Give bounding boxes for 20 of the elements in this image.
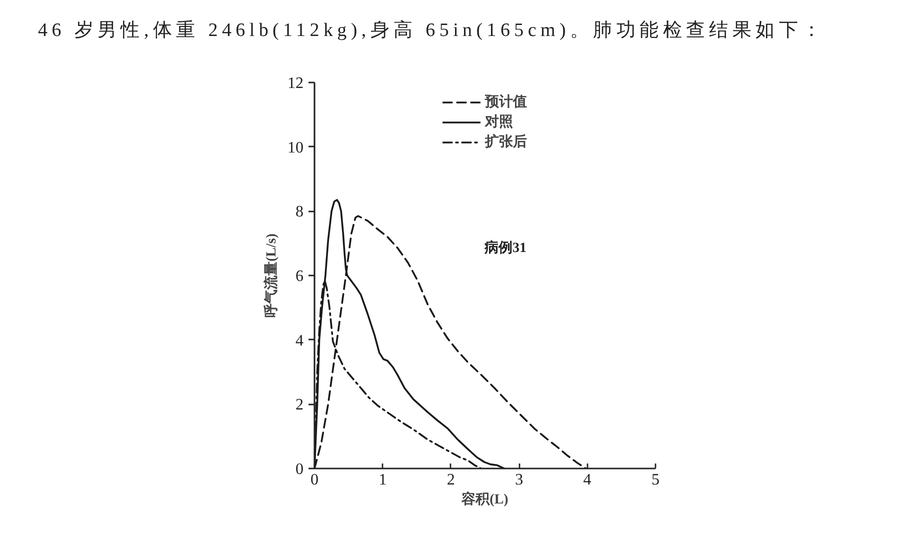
chart-title: 46 岁男性,体重 246lb(112kg),身高 65in(165cm)。肺功能检查结果如下： <box>38 19 826 43</box>
y-tick-label: 0 <box>296 461 304 478</box>
legend-label: 预计值 <box>485 93 527 111</box>
legend-label: 扩张后 <box>485 133 527 151</box>
annotation: 病例31 <box>483 238 526 256</box>
y-axis-title: 呼气流量(L/s) <box>262 233 280 318</box>
x-tick-label: 1 <box>378 472 387 488</box>
y-tick-label: 8 <box>296 204 304 221</box>
y-tick-label: 2 <box>296 396 304 414</box>
x-axis-title: 容积(L) <box>460 490 509 508</box>
x-tick-label: 5 <box>652 472 660 488</box>
legend-label: 对照 <box>485 113 513 131</box>
x-tick-label: 4 <box>583 472 592 488</box>
x-tick-label: 2 <box>446 472 455 488</box>
x-tick-label: 3 <box>515 472 524 488</box>
y-tick-label: 6 <box>296 268 304 285</box>
x-tick-label: 0 <box>310 472 318 488</box>
y-tick-label: 10 <box>288 139 304 156</box>
y-tick-label: 12 <box>288 75 304 92</box>
y-tick-label: 4 <box>296 332 304 350</box>
